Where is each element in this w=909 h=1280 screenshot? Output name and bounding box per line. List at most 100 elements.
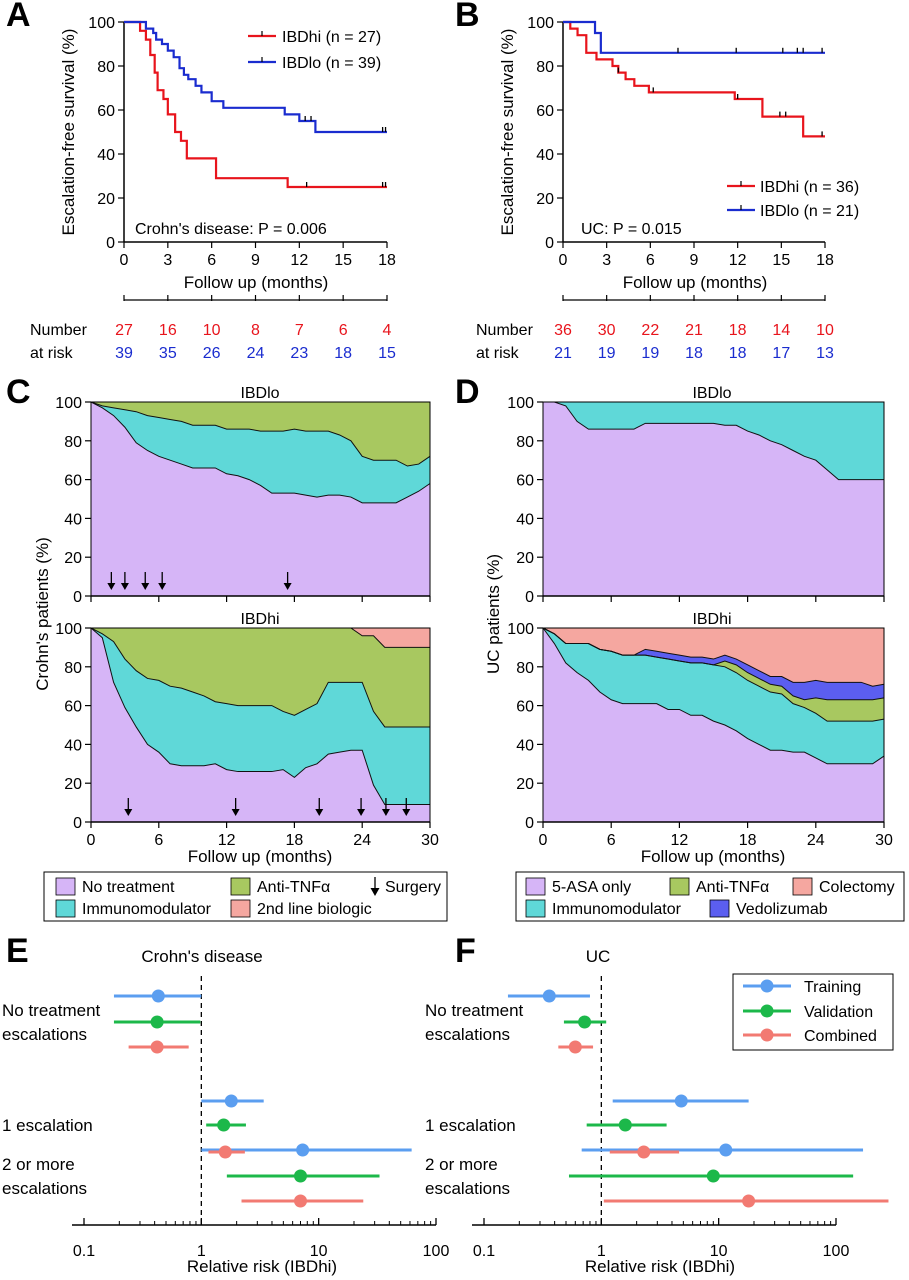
panel-d-ylabel: UC patients (%) [484,554,503,674]
risk-count-ibdlo: 39 [115,345,133,362]
x-tick-label: 18 [378,252,396,269]
y-tick-label: 40 [64,737,82,754]
surgery-arrowhead [141,583,150,590]
point-estimate-validation [217,1118,231,1132]
risk-table-title-2: at risk [30,345,74,362]
legend-marker-combined [760,1028,774,1042]
area-2nd-line-biologic [91,628,430,648]
surgery-arrowhead [402,809,411,816]
area-anti-tnf [543,628,884,722]
panel-c-legend: No treatment Anti-TNFα Surgery Immunomod… [43,871,448,922]
risk-count-ibdhi: 7 [295,322,304,339]
point-estimate-combined [637,1145,651,1159]
x-tick-label: 3 [163,252,172,269]
surgery-arrowhead [158,583,167,590]
risk-table-title-1: Number [30,322,88,339]
risk-table-title-2: at risk [476,345,520,362]
panel-f-xlabel: Relative risk (IBDhi) [585,1257,735,1276]
panel-d-subtitle-ibdhi: IBDhi [692,611,731,628]
y-tick-label: 60 [64,699,82,716]
legend-swatch-anti-tnf [230,877,251,896]
area-5-asa-only [543,628,884,822]
area-5-asa-only [543,402,884,596]
y-tick-label: 100 [507,621,534,638]
area-immunomodulator [91,628,430,805]
x-tick-label: 24 [807,832,825,849]
surgery-arrowhead [381,809,390,816]
panel-a-pvalue: Crohn's disease: P = 0.006 [135,221,327,238]
panel-b-ylabel: Escalation-free survival (%) [498,29,517,236]
y-tick-label: 40 [64,511,82,528]
category-label: 1 escalation [2,1116,93,1135]
x-tick-label: 9 [690,252,699,269]
panel-b-xlabel: Follow up (months) [623,273,768,292]
panel-label-b: B [455,0,480,34]
category-label: 1 escalation [425,1116,516,1135]
surgery-arrowhead [120,583,129,590]
legend-label-validation: Validation [804,1004,873,1021]
category-label: escalations [2,1179,87,1198]
legend-box [43,871,448,922]
x-tick-label: 30 [875,832,893,849]
point-estimate-training [719,1143,733,1157]
panel-a-km-crohns: Escalation-free survival (%) Follow up (… [30,15,396,362]
risk-count-ibdlo: 18 [685,345,703,362]
x-tick-label: 1 [597,1243,606,1260]
risk-count-ibdhi: 10 [203,322,221,339]
legend-swatch-colectomy [792,877,813,896]
category-label: escalations [425,1179,510,1198]
x-tick-label: 12 [218,832,236,849]
risk-count-ibdlo: 23 [290,345,308,362]
x-tick-label: 0.1 [73,1243,95,1260]
y-tick-label: 60 [97,103,115,120]
surgery-arrowhead [315,809,324,816]
y-tick-label: 60 [64,473,82,490]
point-estimate-combined [218,1145,232,1159]
y-tick-label: 80 [516,434,534,451]
y-tick-label: 40 [516,737,534,754]
legend-label-anti-tnf: Anti-TNFα [696,879,769,896]
legend-marker-validation [760,1004,774,1018]
legend-label-5-asa-only: 5-ASA only [552,879,631,896]
y-tick-label: 100 [88,15,115,32]
km-curve-ibdhi [563,20,825,138]
y-tick-label: 80 [97,59,115,76]
legend-label-colectomy: Colectomy [819,879,895,896]
category-label: escalations [2,1025,87,1044]
area-boundary-no-treatment [90,627,430,806]
y-tick-label: 0 [73,589,82,606]
panel-label-d: D [455,373,480,411]
panel-label-c: C [6,373,31,411]
panel-b-km-uc: Escalation-free survival (%) Follow up (… [476,15,859,362]
area-boundary-immunomodulator [90,627,430,728]
panel-f-forest-uc: UC Relative risk (IBDhi) Training Valida… [425,947,894,1276]
area-boundary-vedolizumab [542,627,885,687]
y-tick-label: 60 [516,699,534,716]
km-curve-ibdlo [124,20,387,134]
legend-swatch-immunomodulator [55,899,76,918]
panel-b-legend: IBDhi (n = 36) IBDlo (n = 21) [727,179,859,220]
area-immunomodulator [543,402,884,480]
y-tick-label: 20 [536,191,554,208]
x-tick-label: 0.1 [473,1243,495,1260]
point-estimate-combined [293,1194,307,1208]
km-curve-ibdhi [124,20,387,189]
area-boundary-5-asa-only [542,627,885,765]
y-tick-label: 100 [55,395,82,412]
risk-count-ibdlo: 26 [203,345,221,362]
point-estimate-validation [293,1169,307,1183]
area-colectomy [543,628,884,687]
panel-label-e: E [6,932,29,970]
risk-count-ibdhi: 8 [251,322,260,339]
risk-count-ibdlo: 18 [334,345,352,362]
y-tick-label: 80 [536,59,554,76]
legend-arrow-icon [370,877,380,896]
risk-count-ibdhi: 30 [598,322,616,339]
area-anti-tnf [91,402,430,467]
panel-f-title: UC [586,947,611,966]
point-estimate-training [151,989,165,1003]
y-tick-label: 20 [516,776,534,793]
legend-swatch-vedolizumab [709,899,730,918]
risk-count-ibdhi: 36 [554,322,572,339]
x-tick-label: 0 [559,252,568,269]
